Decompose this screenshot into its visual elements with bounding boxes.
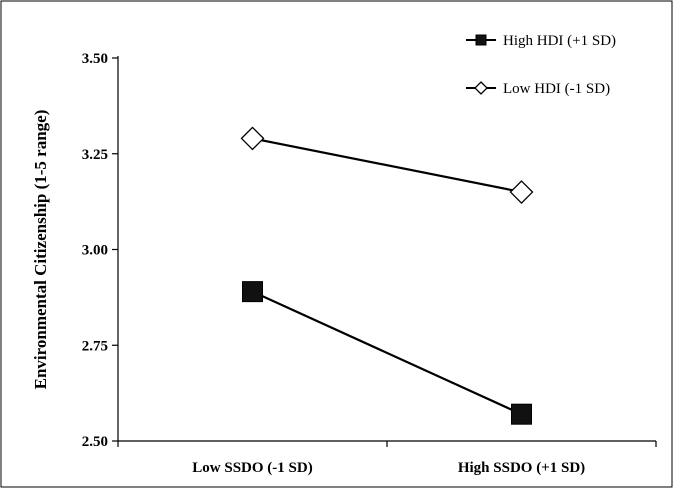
data-point <box>511 403 532 425</box>
legend-item: Low HDI (-1 SD) <box>466 81 610 97</box>
y-tick-label: 2.75 <box>82 338 108 354</box>
series-line <box>252 290 522 416</box>
legend-label: High HDI (+1 SD) <box>503 33 616 49</box>
y-axis-label: Environmental Citizenship (1-5 range) <box>31 110 50 390</box>
series-layer <box>240 126 534 425</box>
y-tick-label: 3.25 <box>82 147 108 163</box>
axes <box>117 56 656 442</box>
data-point <box>242 281 263 303</box>
legend-label: Low HDI (-1 SD) <box>503 81 610 97</box>
legend-item: High HDI (+1 SD) <box>466 33 616 49</box>
x-tick-label: Low SSDO (-1 SD) <box>192 460 312 476</box>
y-tick-label: 3.50 <box>82 51 108 67</box>
legend: High HDI (+1 SD) Low HDI (-1 SD) <box>466 33 616 97</box>
legend-marker <box>474 81 488 95</box>
x-axis-ticks: Low SSDO (-1 SD) High SSDO (+1 SD) <box>117 441 657 476</box>
y-tick-label: 3.00 <box>82 243 108 259</box>
y-tick-label: 2.50 <box>82 434 108 450</box>
legend-marker <box>475 34 487 46</box>
data-point <box>509 180 534 204</box>
series-2 <box>240 126 534 204</box>
series-line <box>252 137 522 194</box>
y-axis-ticks: 2.50 2.75 3.00 3.25 3.50 <box>82 51 118 450</box>
series-1 <box>242 281 532 425</box>
x-tick-label: High SSDO (+1 SD) <box>458 460 585 476</box>
data-point <box>240 126 265 151</box>
